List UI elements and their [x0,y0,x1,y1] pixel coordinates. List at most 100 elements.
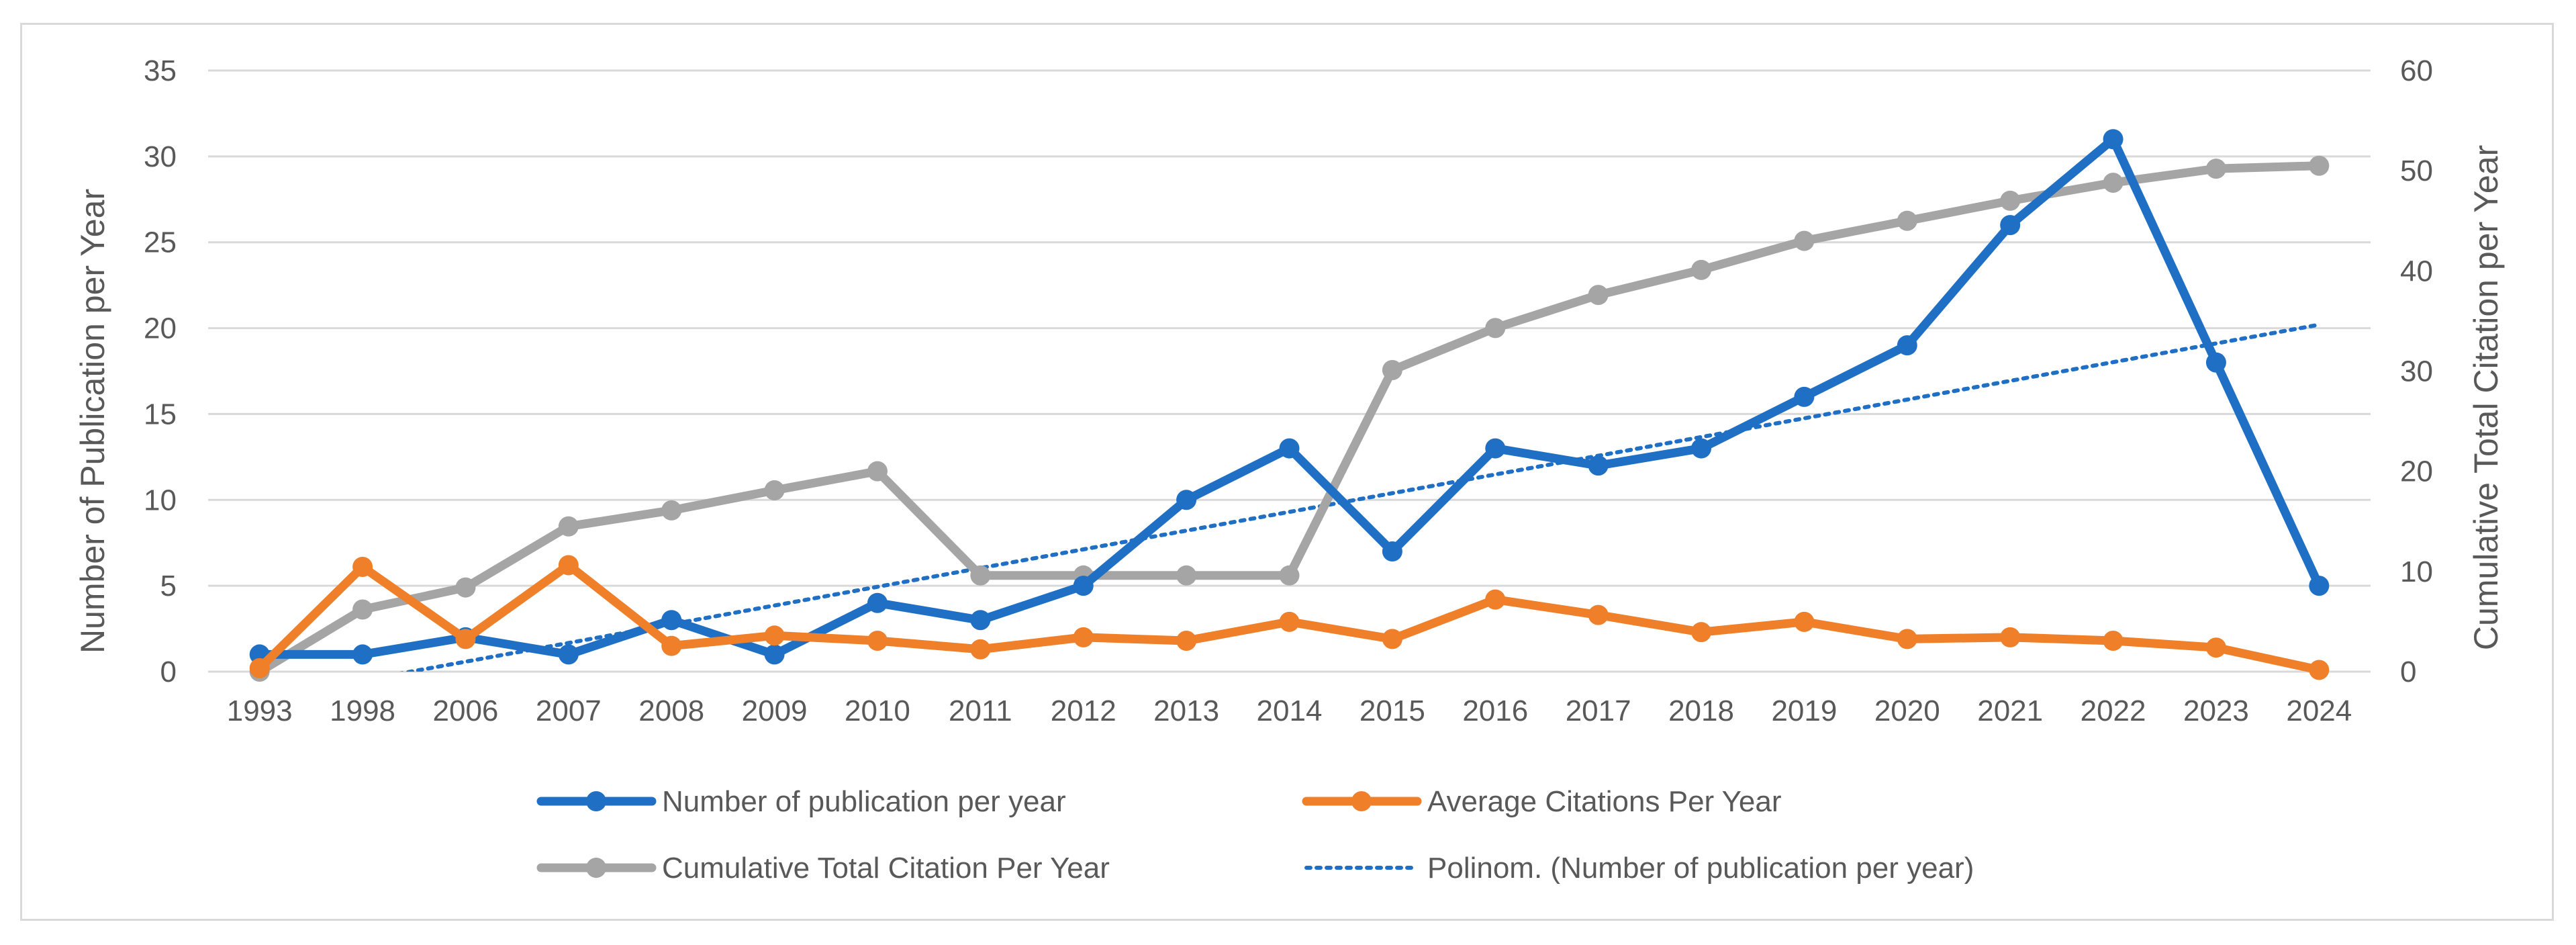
series-1 [249,555,2330,680]
x-tick-label: 2007 [536,694,602,727]
data-point [558,555,579,576]
legend-label: Average Citations Per Year [1427,785,1782,818]
data-point [1176,630,1197,651]
x-tick-label: 2014 [1257,694,1323,727]
x-tick-label: 2009 [742,694,808,727]
data-point [558,644,579,665]
data-point [455,577,476,598]
data-point [455,629,476,649]
data-point [764,480,785,501]
x-tick-label: 2015 [1359,694,1425,727]
legend-marker [586,791,606,811]
legend-item: Polinom. (Number of publication per year… [1304,852,1974,885]
data-point [970,639,991,660]
trendline-layer [399,322,2322,672]
data-point [1485,318,1506,339]
trendline [399,322,2322,672]
data-point [867,630,888,651]
data-point [2103,129,2124,150]
data-point [249,658,270,678]
legend-item: Cumulative Total Citation Per Year [536,852,1110,885]
data-point [661,635,682,656]
x-tick-label: 2006 [433,694,499,727]
data-point [352,644,373,665]
x-tick-label: 1998 [330,694,395,727]
left-tick-label: 20 [144,312,177,345]
data-point [2309,155,2330,176]
data-point [352,599,373,620]
data-point [1897,210,1917,231]
right-tick-label: 10 [2400,555,2433,588]
legend: Number of publication per year Average Ci… [536,785,1974,885]
legend-item: Average Citations Per Year [1302,785,1782,818]
data-point [558,516,579,537]
x-tick-label: 2020 [1874,694,1940,727]
right-axis-title: Cumulative Total Citation per Year [2467,145,2505,650]
data-point [867,592,888,613]
data-point [661,500,682,521]
data-point [2309,576,2330,596]
right-tick-label: 50 [2400,154,2433,187]
data-point [1794,611,1815,632]
data-point [2103,173,2124,193]
right-axis-ticks: 0 10 20 30 40 50 60 [2400,54,2433,688]
data-point [1485,589,1506,610]
data-point [970,610,991,631]
left-tick-label: 25 [144,226,177,259]
data-point [2205,637,2226,658]
data-point [1485,438,1506,459]
right-tick-label: 0 [2400,656,2416,688]
x-tick-label: 2008 [638,694,704,727]
data-point [352,557,373,578]
line-chart: 0 5 10 15 20 25 30 35 0 10 20 30 40 50 60 1993 1998 200… [74,54,2505,885]
data-point [1279,565,1300,586]
data-point [1691,438,1712,459]
x-tick-label: 2010 [845,694,910,727]
x-tick-label: 2017 [1566,694,1631,727]
data-point [1691,259,1712,280]
data-point [1382,360,1402,381]
left-tick-label: 0 [160,656,177,688]
left-tick-label: 10 [144,484,177,516]
x-axis-ticks: 1993 1998 2006 2007 2008 2009 2010 2011 2012 2013… [227,694,2352,727]
x-tick-label: 2011 [949,694,1012,727]
x-tick-label: 2013 [1153,694,1219,727]
legend-marker [586,858,606,878]
data-point [867,461,888,482]
data-point [1279,438,1300,459]
data-point [1897,335,1917,356]
data-point [1588,604,1609,625]
data-point [764,644,785,665]
legend-marker [1351,791,1372,811]
data-point [1382,541,1402,561]
left-axis-ticks: 0 5 10 15 20 25 30 35 [144,54,177,688]
data-point [2205,159,2226,179]
left-tick-label: 35 [144,54,177,87]
x-tick-label: 2024 [2286,694,2352,727]
data-point [1073,576,1094,596]
left-axis-title: Number of Publication per Year [74,189,111,654]
right-tick-label: 60 [2400,54,2433,87]
data-point [1794,230,1815,251]
data-point [764,625,785,646]
legend-label: Number of publication per year [662,785,1066,818]
gridlines [208,69,2371,673]
x-tick-label: 2022 [2081,694,2146,727]
x-tick-label: 2016 [1462,694,1528,727]
data-point [2205,352,2226,373]
right-tick-label: 20 [2400,455,2433,488]
chart-frame: 0 5 10 15 20 25 30 35 0 10 20 30 40 50 60 1993 1998 200… [20,23,2554,921]
data-point [1176,565,1197,586]
left-tick-label: 15 [144,398,177,431]
data-point [1588,455,1609,476]
data-point [970,565,991,586]
legend-label: Cumulative Total Citation Per Year [662,852,1110,885]
data-point [2000,627,2021,647]
x-tick-label: 2018 [1668,694,1734,727]
data-point [2000,215,2021,236]
series-layer [249,129,2330,682]
data-point [2000,190,2021,211]
series-0 [249,129,2330,665]
x-tick-label: 1993 [227,694,293,727]
data-point [1176,490,1197,510]
